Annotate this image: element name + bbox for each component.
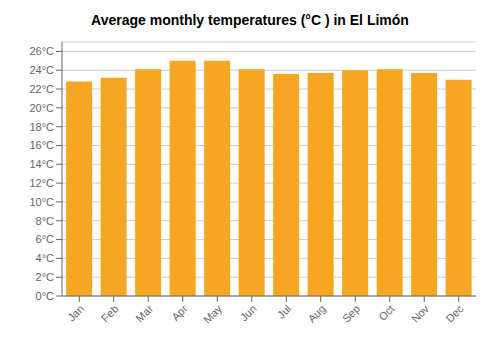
svg-text:Apr: Apr bbox=[169, 302, 190, 323]
svg-text:8°C: 8°C bbox=[36, 215, 55, 227]
svg-text:May: May bbox=[201, 302, 225, 326]
html-text:Average monthly temperatures (: Average monthly temperatures (°C ) in El… bbox=[91, 12, 409, 28]
svg-text:Jun: Jun bbox=[238, 302, 259, 323]
svg-text:2°C: 2°C bbox=[36, 271, 55, 283]
svg-text:Dec: Dec bbox=[443, 302, 466, 325]
svg-text:12°C: 12°C bbox=[29, 177, 54, 189]
svg-text:24°C: 24°C bbox=[29, 64, 54, 76]
svg-text:6°C: 6°C bbox=[36, 233, 55, 245]
svg-text:Sep: Sep bbox=[340, 302, 362, 324]
svg-text:16°C: 16°C bbox=[29, 139, 54, 151]
svg-text:22°C: 22°C bbox=[29, 83, 54, 95]
svg-text:10°C: 10°C bbox=[29, 196, 54, 208]
svg-text:Feb: Feb bbox=[99, 302, 121, 324]
svg-text:14°C: 14°C bbox=[29, 158, 54, 170]
svg-text:26°C: 26°C bbox=[29, 45, 54, 57]
svg-text:Jul: Jul bbox=[275, 302, 293, 320]
svg-text:Jan: Jan bbox=[65, 302, 86, 323]
svg-text:Mar: Mar bbox=[133, 302, 155, 324]
svg-text:Nov: Nov bbox=[409, 302, 432, 325]
svg-text:0°C: 0°C bbox=[36, 290, 55, 302]
svg-text:Aug: Aug bbox=[305, 302, 327, 324]
svg-text:20°C: 20°C bbox=[29, 102, 54, 114]
svg-text:4°C: 4°C bbox=[36, 252, 55, 264]
svg-text:18°C: 18°C bbox=[29, 121, 54, 133]
svg-text:Oct: Oct bbox=[376, 302, 397, 323]
